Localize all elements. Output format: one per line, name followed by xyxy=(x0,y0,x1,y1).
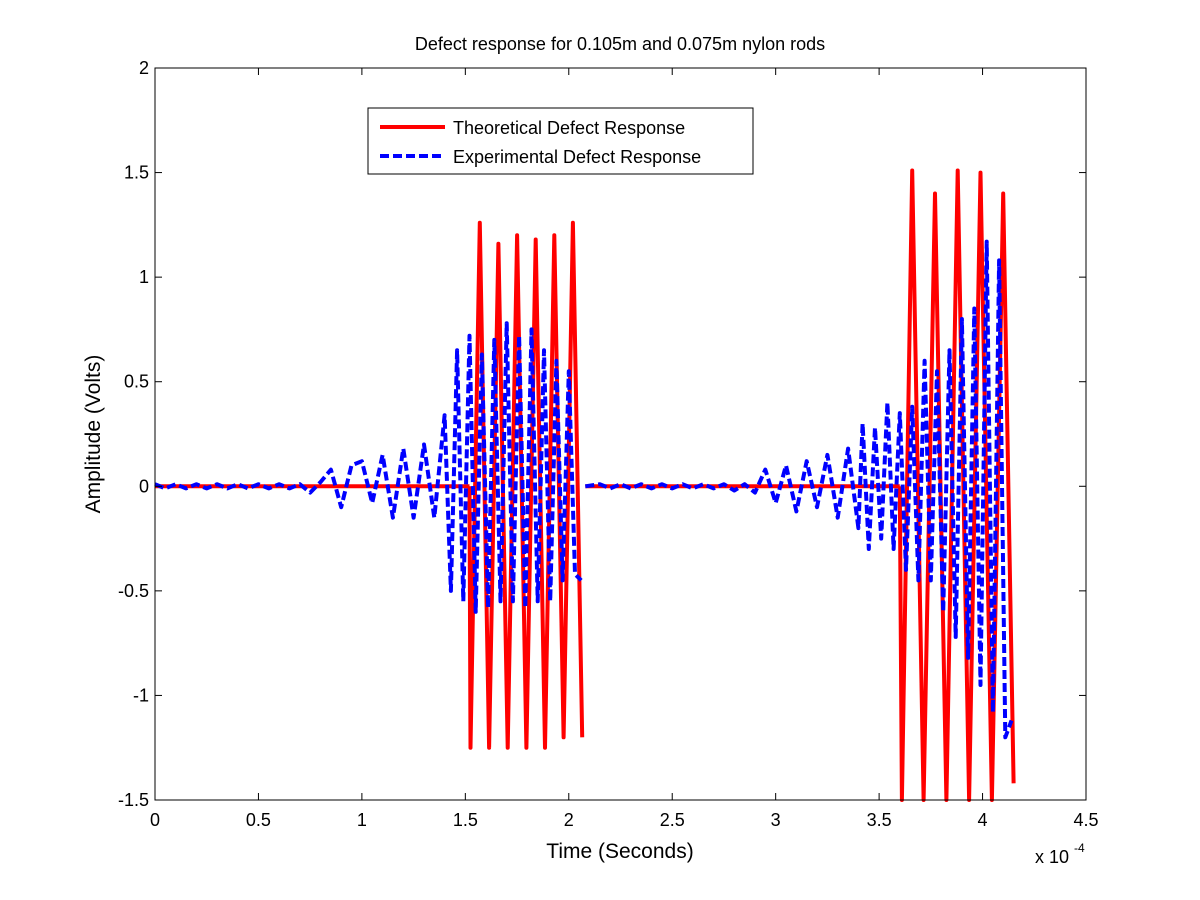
series-experimental xyxy=(154,239,1014,740)
x-tick-label: 1.5 xyxy=(453,810,478,830)
y-tick-label: 1 xyxy=(139,267,149,287)
series-line xyxy=(154,321,583,614)
legend-label-experimental: Experimental Defect Response xyxy=(453,147,701,167)
y-tick-label: 0 xyxy=(139,476,149,496)
x-tick-label: 2.5 xyxy=(660,810,685,830)
x-tick-label: 1 xyxy=(357,810,367,830)
axis-ticks: 0 0.5 1 1.5 2 2.5 3 3.5 4 4.5 -1.5 -1 -0.5 0 0.5 1 1.5 2 xyxy=(118,58,1099,830)
y-tick-label: -1.5 xyxy=(118,790,149,810)
x-tick-label: 0 xyxy=(150,810,160,830)
x-tick-label: 3.5 xyxy=(867,810,892,830)
series-line xyxy=(467,220,585,750)
y-tick-label: 2 xyxy=(139,58,149,78)
y-tick-label: 1.5 xyxy=(124,163,149,183)
x-axis-label: Time (Seconds) xyxy=(546,840,693,863)
x-axis-multiplier: x 10 xyxy=(1035,847,1069,867)
chart-title: Defect response for 0.105m and 0.075m ny… xyxy=(415,34,825,54)
series-line xyxy=(585,239,1014,740)
legend-box xyxy=(367,107,754,175)
y-tick-label: 0.5 xyxy=(124,372,149,392)
x-tick-label: 4.5 xyxy=(1073,810,1098,830)
legend-label-theoretical: Theoretical Defect Response xyxy=(453,118,685,138)
x-tick-label: 4 xyxy=(978,810,988,830)
x-tick-label: 2 xyxy=(564,810,574,830)
x-tick-label: 0.5 xyxy=(246,810,271,830)
x-tick-label: 3 xyxy=(771,810,781,830)
plot-frame xyxy=(154,67,1087,801)
x-axis-multiplier-exponent: -4 xyxy=(1074,841,1085,855)
legend: Theoretical Defect Response Experimental… xyxy=(367,107,754,175)
y-tick-label: -1 xyxy=(133,685,149,705)
plot-series xyxy=(154,168,1016,802)
y-axis-label: Amplitude (Volts) xyxy=(82,355,105,514)
y-tick-label: -0.5 xyxy=(118,581,149,601)
